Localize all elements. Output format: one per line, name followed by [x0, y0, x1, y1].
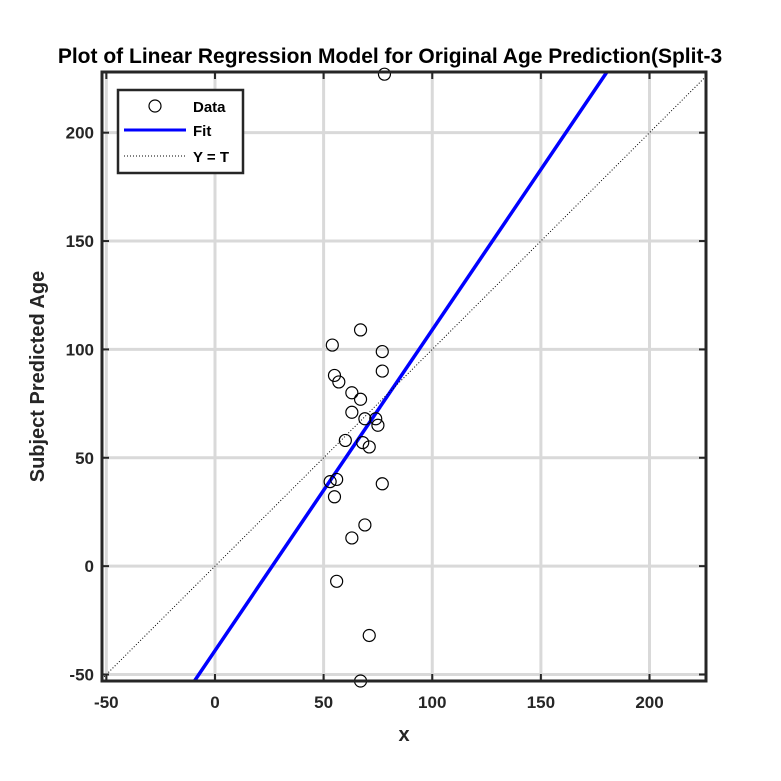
data-point — [356, 436, 370, 450]
data-point — [330, 574, 344, 588]
data-point — [377, 67, 392, 81]
y-tick-label: -50 — [69, 665, 94, 684]
y-axis-label: Subject Predicted Age — [27, 271, 49, 483]
x-tick-label: 200 — [635, 693, 663, 712]
identity-line — [102, 75, 706, 680]
data-point — [362, 440, 376, 454]
data-point — [345, 531, 359, 545]
y-tick-label: 150 — [66, 232, 94, 251]
fit-line — [192, 72, 610, 681]
y-tick-label: 0 — [85, 557, 94, 576]
data-point — [338, 433, 352, 448]
plot-area — [102, 67, 706, 688]
legend-label-data: Data — [193, 99, 226, 116]
x-tick-label: 50 — [314, 693, 333, 712]
data-point — [327, 368, 342, 383]
data-point — [353, 392, 368, 406]
data-point — [323, 475, 337, 489]
legend-label-yt: Y = T — [193, 149, 229, 166]
data-point — [362, 628, 376, 643]
axes-box — [100, 70, 708, 683]
data-point — [358, 412, 372, 426]
data-point — [330, 472, 344, 487]
x-tick-label: 100 — [418, 693, 446, 712]
y-tick-label: 200 — [66, 124, 94, 143]
data-point — [345, 405, 359, 419]
x-tick-label: 150 — [527, 693, 555, 712]
legend-data-marker — [148, 99, 162, 113]
y-tick-label: 100 — [66, 340, 94, 359]
x-tick-label: 0 — [210, 693, 219, 712]
data-point — [332, 375, 346, 389]
x-axis-label: x — [398, 724, 409, 746]
axis-ticks: -50 0 50 100 150 200 -50 0 50 100 150 200 — [66, 72, 706, 712]
data-point — [371, 418, 385, 432]
data-point — [345, 386, 359, 400]
chart-title: Plot of Linear Regression Model for Orig… — [58, 45, 722, 68]
data-point — [375, 344, 389, 359]
data-point — [375, 364, 389, 378]
data-point — [375, 477, 389, 491]
data-point — [353, 323, 368, 337]
data-point — [325, 338, 339, 352]
data-point — [327, 490, 342, 504]
data-point — [358, 518, 372, 532]
y-tick-label: 50 — [75, 449, 94, 468]
x-tick-label: -50 — [94, 693, 119, 712]
legend: Data Fit Y = T — [116, 88, 245, 175]
legend-label-fit: Fit — [193, 123, 211, 140]
data-point — [369, 412, 383, 426]
